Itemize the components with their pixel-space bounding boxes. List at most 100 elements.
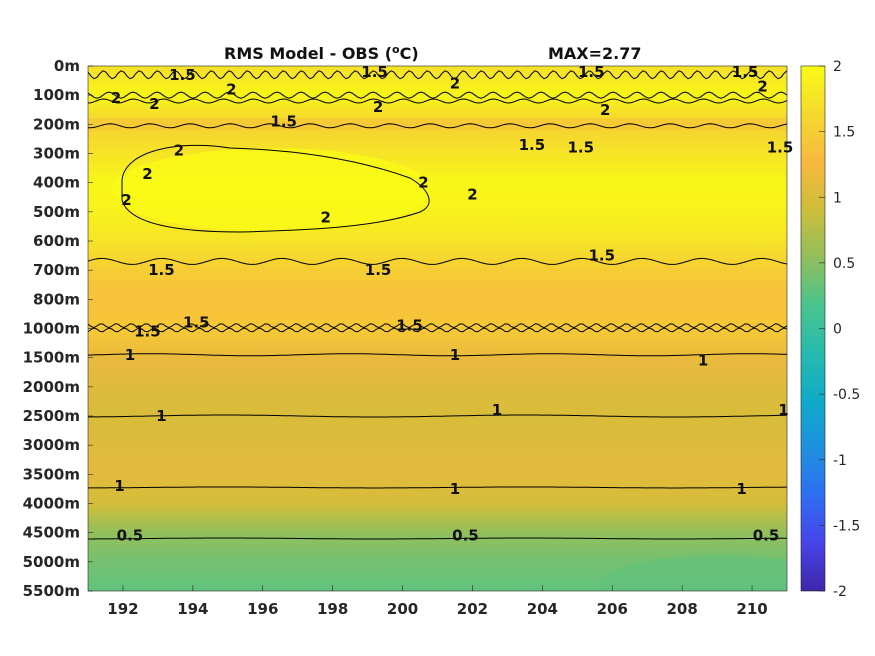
contour-label: 0.5 bbox=[753, 527, 780, 545]
chart-title-sup: o bbox=[392, 43, 400, 56]
contour-line bbox=[88, 353, 787, 357]
contour-label: 1.5 bbox=[519, 136, 546, 154]
y-tick-label: 200m bbox=[33, 115, 80, 133]
colorbar-tick-label: 0 bbox=[833, 322, 842, 338]
contour-labels: 1.5 1.5 1.5 1.52 22 22 221.51.5 1.5 1.52222221.5… bbox=[111, 63, 794, 545]
x-tick-label: 196 bbox=[247, 600, 278, 618]
contour-line bbox=[88, 486, 787, 489]
contour-label: 1 bbox=[114, 477, 124, 495]
contour-line bbox=[88, 257, 787, 265]
contour-label: 1.5 bbox=[169, 66, 196, 84]
y-tick-label: 1500m bbox=[23, 349, 80, 367]
y-tick-label: 4500m bbox=[23, 524, 80, 542]
y-tick-label: 3000m bbox=[23, 436, 80, 454]
contour-line bbox=[88, 537, 787, 540]
y-tick-label: 2000m bbox=[23, 378, 80, 396]
y-tick-label: 1000m bbox=[23, 320, 80, 338]
y-tick-label: 0m bbox=[54, 57, 80, 75]
contour-label: 1 bbox=[156, 407, 166, 425]
contour-label: 1.5 bbox=[361, 63, 388, 81]
contour-label: 2 bbox=[142, 165, 152, 183]
contour-label: 2 bbox=[467, 185, 477, 203]
plot-area bbox=[88, 66, 787, 591]
contour-label: 1 bbox=[778, 401, 788, 419]
contour-label: 2 bbox=[320, 209, 330, 227]
chart-title: RMS Model - OBS (oC) bbox=[224, 43, 419, 63]
chart-max-label: MAX=2.77 bbox=[548, 44, 642, 63]
contour-line bbox=[88, 98, 787, 104]
contour-label: 1 bbox=[450, 480, 460, 498]
y-tick-label: 500m bbox=[33, 203, 80, 221]
contour-line bbox=[88, 414, 787, 418]
chart-title-main: RMS Model - OBS ( bbox=[224, 44, 392, 63]
contour-line bbox=[121, 144, 430, 233]
contour-label: 1 bbox=[698, 352, 708, 370]
y-tick-label: 600m bbox=[33, 232, 80, 250]
y-tick-label: 2500m bbox=[23, 407, 80, 425]
contour-label: 1.5 bbox=[183, 314, 210, 332]
x-axis: 192 194 196 198 200 202 204 206 208 210 bbox=[107, 585, 768, 618]
x-tick-label: 202 bbox=[457, 600, 488, 618]
y-tick-label: 5000m bbox=[23, 553, 80, 571]
contour-label: 2 bbox=[174, 142, 184, 160]
colorbar-tick-label: -2 bbox=[833, 584, 847, 600]
chart-title-unit: C) bbox=[400, 44, 419, 63]
contour-label: 0.5 bbox=[452, 527, 479, 545]
contour-label: 1.5 bbox=[134, 322, 161, 340]
x-tick-label: 208 bbox=[666, 600, 697, 618]
contour-line bbox=[88, 70, 787, 80]
contour-label: 1 bbox=[450, 346, 460, 364]
x-tick-label: 200 bbox=[387, 600, 418, 618]
x-tick-label: 198 bbox=[317, 600, 348, 618]
x-tick-label: 204 bbox=[527, 600, 558, 618]
colorbar-tick-label: -0.5 bbox=[833, 387, 860, 403]
contour-label: 2 bbox=[450, 75, 460, 93]
contour-label: 2 bbox=[600, 101, 610, 119]
x-tick-label: 192 bbox=[107, 600, 138, 618]
contour-label: 1.5 bbox=[588, 247, 615, 265]
colorbar: 2 1.5 1 0.5 0 -0.5 -1 -1.5 -2 bbox=[800, 59, 860, 600]
y-tick-label: 4000m bbox=[23, 495, 80, 513]
contour-label: 1.5 bbox=[732, 63, 759, 81]
y-tick-label: 100m bbox=[33, 86, 80, 104]
contour-label: 2 bbox=[111, 89, 121, 107]
y-tick-label: 300m bbox=[33, 145, 80, 163]
field-overlay bbox=[88, 118, 787, 591]
contour-label: 1.5 bbox=[270, 112, 297, 130]
colorbar-tick-label: 1 bbox=[833, 190, 842, 206]
contour-line bbox=[88, 323, 787, 329]
contour-label: 0.5 bbox=[117, 527, 144, 545]
y-tick-label: 800m bbox=[33, 290, 80, 308]
x-tick-label: 194 bbox=[177, 600, 208, 618]
contour-label: 1 bbox=[125, 346, 135, 364]
colorbar-ticks: 2 1.5 1 0.5 0 -0.5 -1 -1.5 -2 bbox=[819, 59, 860, 600]
x-tick-label: 206 bbox=[597, 600, 628, 618]
contour-label: 2 bbox=[757, 77, 767, 95]
contour-line bbox=[88, 123, 787, 129]
contour-label: 1 bbox=[736, 480, 746, 498]
y-axis: 0m 100m 200m 300m 400m 500m 600m 700m 800m 1000m 1… bbox=[23, 57, 93, 600]
field-band bbox=[88, 280, 787, 320]
x-tick-label: 210 bbox=[736, 600, 767, 618]
contour-line bbox=[88, 91, 787, 99]
contour-label: 2 bbox=[226, 80, 236, 98]
colorbar-tick-label: -1 bbox=[833, 453, 847, 469]
contour-label: 2 bbox=[121, 191, 131, 209]
contour-lines bbox=[88, 70, 787, 540]
contour-label: 1.5 bbox=[365, 261, 392, 279]
colorbar-tick-label: 0.5 bbox=[833, 256, 855, 272]
contour-line bbox=[88, 327, 787, 333]
contour-label: 1.5 bbox=[578, 63, 605, 81]
y-tick-label: 400m bbox=[33, 174, 80, 192]
y-tick-label: 5500m bbox=[23, 582, 80, 600]
contour-label: 1.5 bbox=[568, 139, 595, 157]
contour-label: 2 bbox=[418, 174, 428, 192]
colorbar-tick-label: 2 bbox=[833, 59, 842, 75]
colorbar-tick-label: -1.5 bbox=[833, 518, 860, 534]
field-patch bbox=[112, 148, 432, 232]
contour-label: 2 bbox=[149, 95, 159, 113]
field-patch bbox=[600, 555, 787, 591]
colorbar-tick-label: 1.5 bbox=[833, 125, 855, 141]
contour-label: 1.5 bbox=[148, 261, 175, 279]
